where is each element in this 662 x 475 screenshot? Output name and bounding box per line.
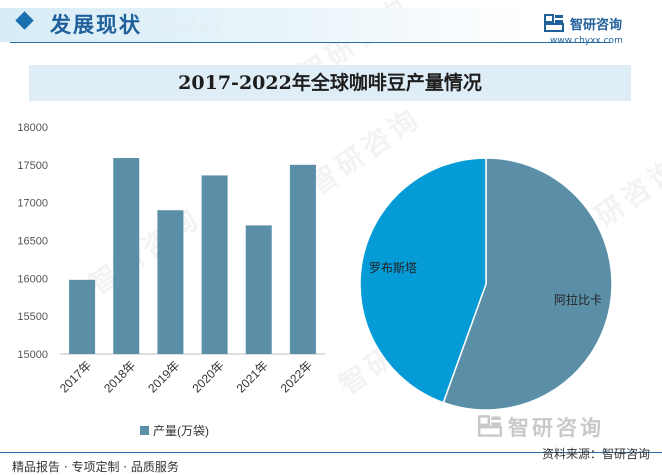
pie-slice-label: 阿拉比卡 <box>554 292 602 307</box>
y-tick-label: 16000 <box>17 273 48 285</box>
header-divider <box>10 42 610 43</box>
y-tick-label: 17000 <box>17 198 48 210</box>
y-tick-label: 18000 <box>17 122 48 134</box>
chart-title-band: 2017-2022年全球咖啡豆产量情况 <box>29 65 631 101</box>
bar <box>113 158 140 354</box>
x-tick-label: 2022年 <box>278 358 315 395</box>
bar <box>201 175 228 354</box>
y-tick-label: 15000 <box>17 349 48 361</box>
bar <box>69 279 96 354</box>
x-tick-label: 2017年 <box>57 358 94 395</box>
x-tick-label: 2021年 <box>234 358 271 395</box>
pie-slice <box>442 157 613 411</box>
y-tick-label: 16500 <box>17 236 48 248</box>
x-tick-label: 2019年 <box>145 358 182 395</box>
x-tick-label: 2020年 <box>189 358 226 395</box>
watermark-logo-icon <box>478 415 502 437</box>
pie-slice <box>359 157 487 404</box>
brand-watermark-text: 智研咨询 <box>508 416 604 440</box>
x-tick-label: 2018年 <box>101 358 138 395</box>
footer-source: 资料来源：智研咨询 <box>541 447 650 461</box>
chart-title: 2017-2022年全球咖啡豆产量情况 <box>178 72 482 94</box>
section-title: 发展现状 <box>50 13 142 37</box>
footer-tagline: 精品报告 · 专项定制 · 品质服务 <box>12 460 179 474</box>
brand-url: www.chyxx.com <box>550 36 623 46</box>
bar <box>157 210 184 354</box>
section-subtitle: ent status <box>120 15 222 34</box>
legend-label: 产量(万袋) <box>153 424 209 438</box>
brand: 智研咨询 www.chyxx.com <box>544 14 640 46</box>
pie-slice-label: 罗布斯塔 <box>369 261 417 275</box>
bar <box>245 225 272 354</box>
legend-swatch <box>140 426 149 435</box>
y-tick-label: 15500 <box>17 311 48 323</box>
footer: 精品报告 · 专项定制 · 品质服务 资料来源：智研咨询 <box>0 447 662 475</box>
brand-name: 智研咨询 <box>570 18 623 33</box>
header: ent status 发展现状 智研咨询 www.chyxx.com <box>0 0 662 46</box>
y-tick-label: 17500 <box>17 160 48 172</box>
brand-watermark: 智研咨询 <box>478 412 638 442</box>
footer-divider <box>0 452 662 453</box>
bar <box>289 164 316 354</box>
brand-logo-icon <box>544 14 564 32</box>
